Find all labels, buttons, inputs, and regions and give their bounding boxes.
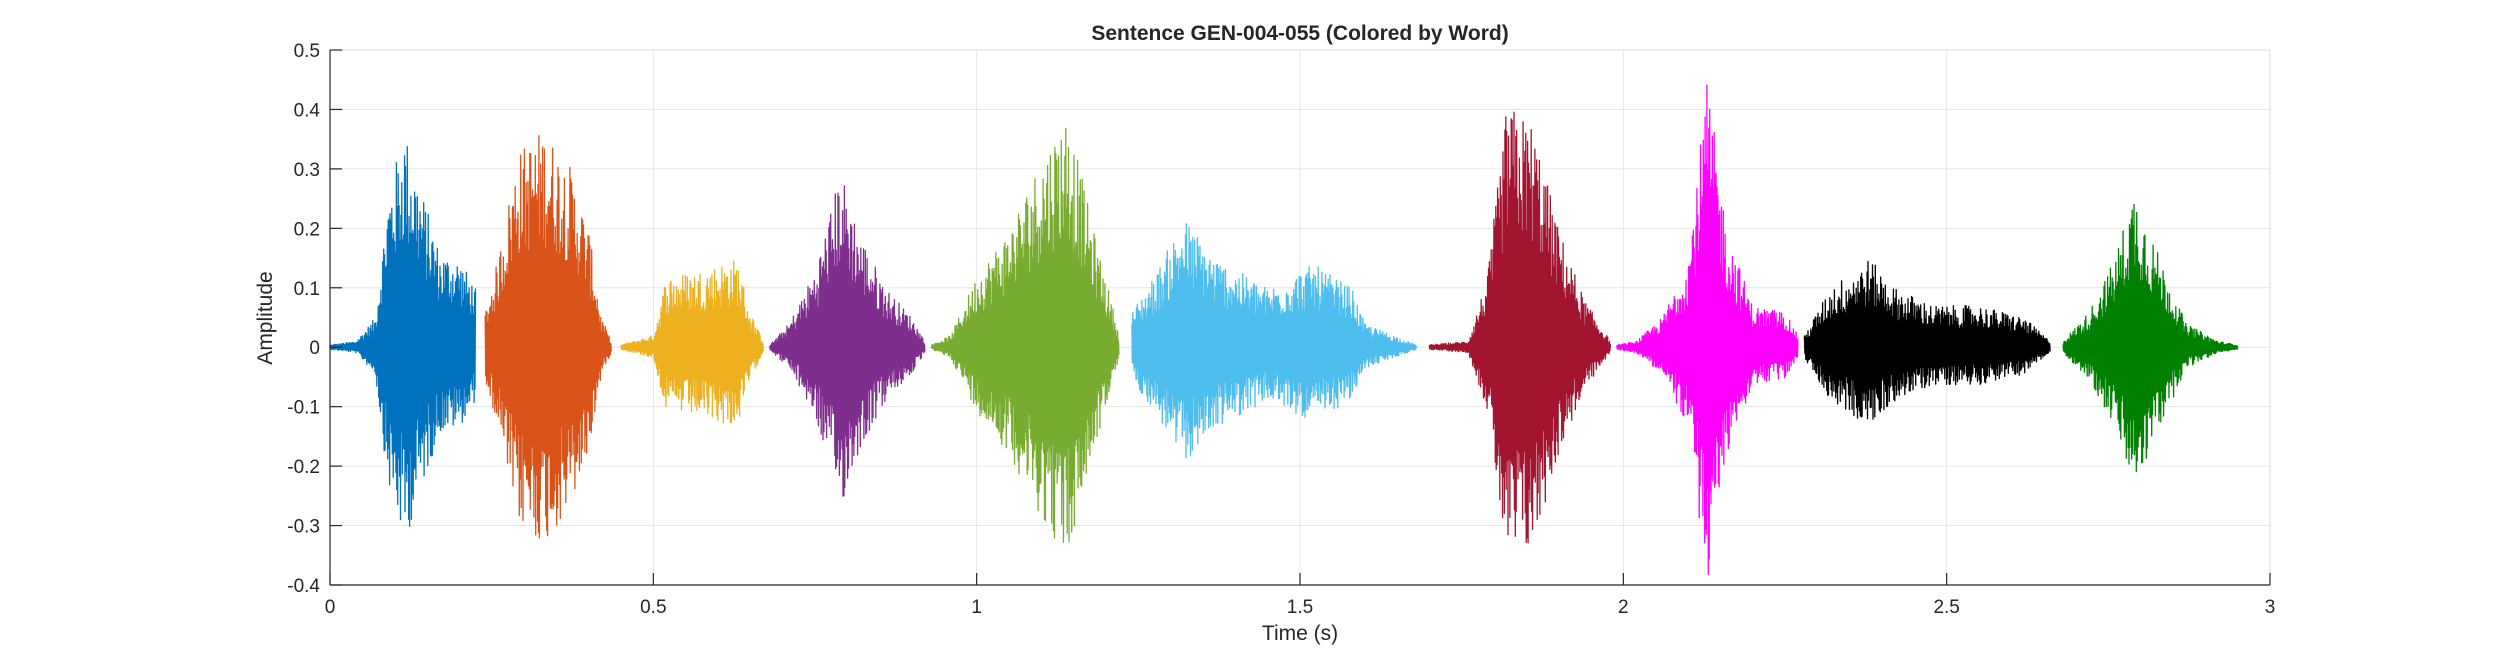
y-tick-label: 0.1 <box>294 279 320 300</box>
x-tick-label: 2 <box>1618 597 1629 618</box>
word-waveform-10 <box>2062 203 2239 473</box>
word-waveform-9 <box>1803 260 2051 420</box>
y-tick-label: 0 <box>309 338 320 359</box>
y-tick-labels: -0.4 -0.3 -0.2 -0.1 0 0.1 0.2 0.3 0.4 0.5 <box>287 41 320 597</box>
word-waveform-7 <box>1428 111 1612 544</box>
waveform-series <box>329 84 2239 575</box>
word-waveform-4 <box>769 185 926 497</box>
y-tick-label: -0.2 <box>287 457 320 478</box>
y-tick-label: 0.5 <box>294 41 320 62</box>
y-tick-label: 0.2 <box>294 219 320 240</box>
x-axis-label: Time (s) <box>1262 622 1338 645</box>
x-tick-label: 0.5 <box>640 597 666 618</box>
x-tick-labels: 0 0.5 1 1.5 2 2.5 3 <box>325 597 2276 618</box>
word-waveform-3 <box>620 260 764 424</box>
y-tick-label: 0.4 <box>294 100 321 121</box>
word-waveform-2 <box>484 135 612 539</box>
y-axis-label: Amplitude <box>254 271 277 364</box>
word-waveform-8 <box>1616 84 1799 575</box>
word-waveform-5 <box>930 127 1120 543</box>
x-tick-label: 2.5 <box>1933 597 1959 618</box>
x-tick-label: 1.5 <box>1287 597 1313 618</box>
word-waveform-6 <box>1131 223 1418 459</box>
y-tick-label: -0.1 <box>287 398 320 419</box>
chart-title: Sentence GEN-004-055 (Colored by Word) <box>1091 22 1508 45</box>
tick-marks <box>329 49 2271 586</box>
y-tick-label: 0.3 <box>294 160 320 181</box>
x-tick-label: 1 <box>971 597 982 618</box>
y-tick-label: -0.4 <box>287 576 320 597</box>
word-waveform-1 <box>329 146 477 527</box>
y-tick-label: -0.3 <box>287 517 320 538</box>
x-tick-label: 3 <box>2265 597 2276 618</box>
x-tick-label: 0 <box>325 597 336 618</box>
